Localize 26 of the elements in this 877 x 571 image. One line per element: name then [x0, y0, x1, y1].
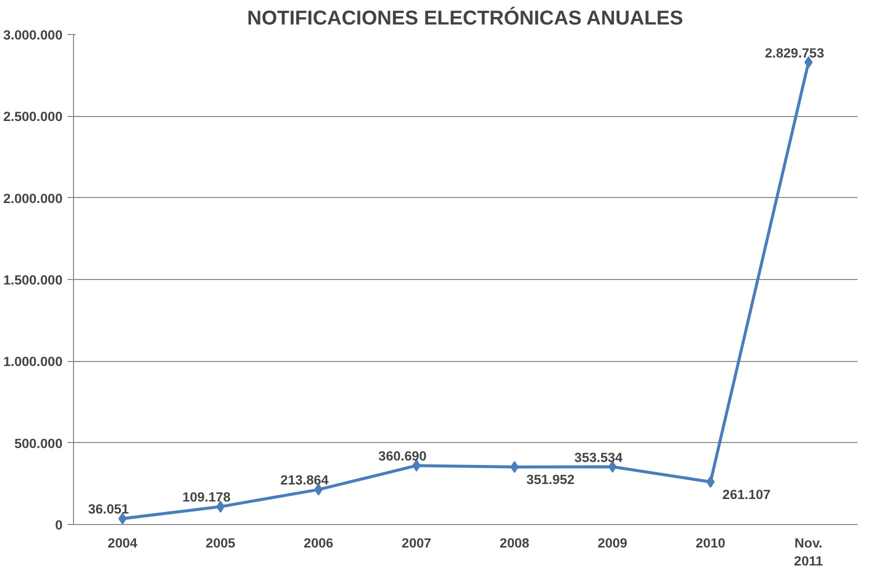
chart-title: NOTIFICACIONES ELECTRÓNICAS ANUALES — [247, 6, 684, 30]
data-label: 109.178 — [182, 490, 231, 505]
data-label: 351.952 — [526, 472, 575, 488]
data-label: 360.690 — [378, 448, 427, 464]
x-tick-label: 2007 — [402, 536, 432, 550]
x-tick-label: 2004 — [108, 536, 138, 550]
y-tick-label: 1.500.000 — [3, 272, 63, 288]
y-tick-label: 500.000 — [14, 436, 63, 451]
x-tick-label: 2009 — [598, 536, 628, 550]
data-label: 2.829.753 — [764, 45, 824, 60]
data-label: 261.107 — [722, 486, 771, 502]
data-label: 213.864 — [280, 472, 330, 488]
x-tick-label: 2005 — [206, 536, 236, 550]
y-tick-label: 2.000.000 — [3, 190, 63, 206]
y-tick-label: 1.000.000 — [3, 354, 63, 370]
data-label: 36.051 — [88, 502, 130, 517]
x-tick-label: 2010 — [696, 536, 726, 550]
x-tick-label: Nov. 2011 — [794, 536, 824, 568]
y-tick-label: 2.500.000 — [3, 109, 63, 124]
y-tick-label: 3.000.000 — [3, 28, 63, 42]
x-tick-label: 2008 — [500, 536, 530, 550]
y-tick-label: 0 — [55, 518, 63, 532]
point — [510, 461, 519, 474]
x-tick-label: 2006 — [304, 536, 334, 550]
point — [706, 476, 715, 488]
data-label: 353.534 — [574, 450, 624, 465]
